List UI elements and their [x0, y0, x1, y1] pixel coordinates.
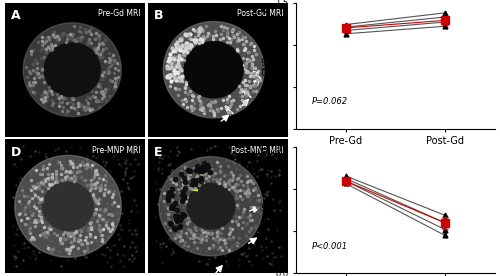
Polygon shape	[159, 157, 262, 256]
Text: Post-Gd MRI: Post-Gd MRI	[237, 9, 284, 18]
Text: P=0.062: P=0.062	[312, 97, 348, 106]
Text: C: C	[260, 3, 269, 16]
Polygon shape	[44, 43, 100, 97]
Polygon shape	[184, 42, 243, 98]
Polygon shape	[15, 155, 122, 257]
Text: D: D	[10, 146, 21, 159]
Text: Pre-MNP MRI: Pre-MNP MRI	[92, 146, 141, 155]
Polygon shape	[187, 184, 234, 229]
Polygon shape	[164, 22, 264, 118]
Text: E: E	[154, 146, 162, 159]
Text: Post-MNP MRI: Post-MNP MRI	[231, 146, 283, 155]
Polygon shape	[43, 182, 93, 230]
Y-axis label: CNR: CNR	[262, 55, 272, 76]
Text: A: A	[10, 9, 20, 22]
Y-axis label: CNR: CNR	[262, 200, 272, 221]
Text: F: F	[260, 147, 268, 160]
Text: Pre-Gd MRI: Pre-Gd MRI	[98, 9, 141, 18]
Polygon shape	[23, 23, 122, 116]
Text: B: B	[154, 9, 163, 22]
Text: P<0.001: P<0.001	[312, 242, 348, 251]
